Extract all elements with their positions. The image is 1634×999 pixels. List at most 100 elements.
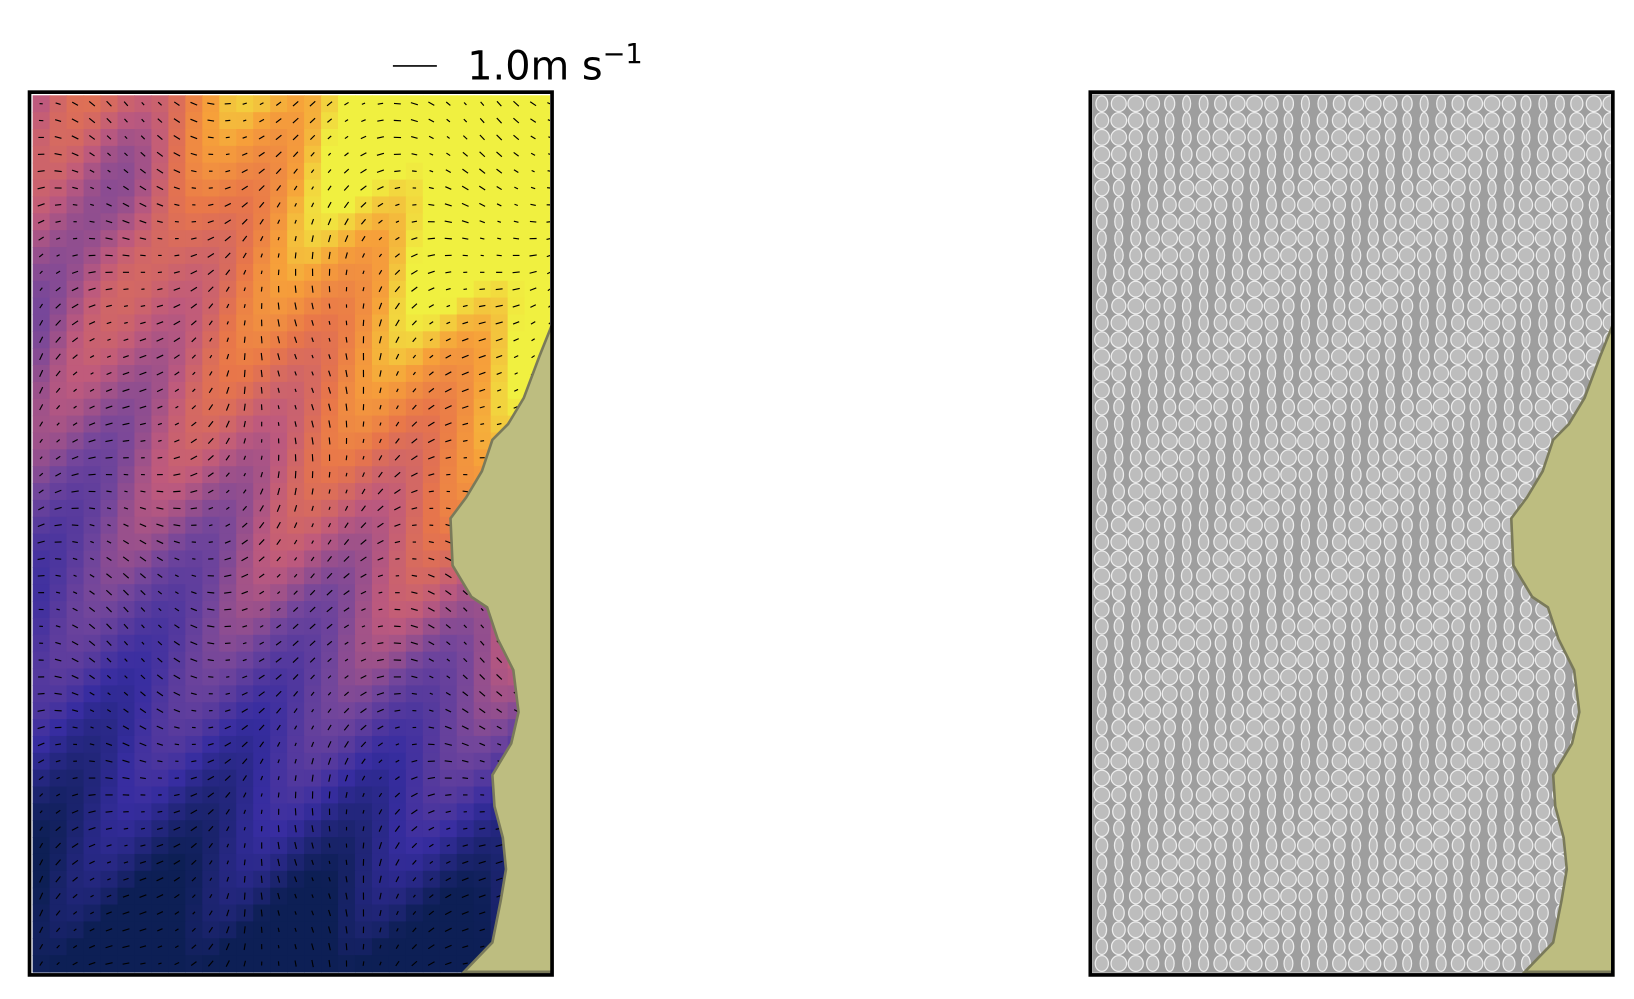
- uncertainty-ellipse: [1198, 887, 1209, 905]
- current-arrow: [225, 960, 230, 967]
- current-arrow: [293, 691, 299, 697]
- current-arrow: [362, 842, 365, 849]
- uncertainty-ellipse: [1215, 870, 1226, 888]
- uncertainty-ellipse: [1418, 128, 1430, 146]
- uncertainty-ellipse: [1350, 398, 1362, 416]
- current-arrow: [259, 641, 265, 645]
- uncertainty-ellipse: [1487, 634, 1497, 652]
- uncertainty-ellipse: [1145, 735, 1160, 753]
- uncertainty-ellipse: [1383, 432, 1398, 450]
- current-arrow: [208, 404, 214, 411]
- uncertainty-ellipse: [1348, 348, 1365, 366]
- current-arrow: [378, 302, 383, 310]
- current-arrow: [106, 894, 112, 898]
- current-arrow: [343, 707, 350, 714]
- current-arrow: [191, 894, 196, 899]
- current-arrow: [529, 254, 537, 257]
- uncertainty-ellipse: [1283, 314, 1294, 332]
- current-arrow: [394, 170, 401, 173]
- current-arrow: [71, 692, 79, 696]
- uncertainty-ellipse: [1519, 820, 1533, 838]
- uncertainty-ellipse: [1231, 381, 1245, 399]
- current-arrow: [122, 539, 129, 545]
- uncertainty-ellipse: [1144, 466, 1162, 484]
- current-arrow: [123, 185, 129, 191]
- uncertainty-ellipse: [1364, 499, 1382, 517]
- current-arrow: [310, 691, 315, 696]
- uncertainty-ellipse: [1246, 752, 1263, 770]
- current-arrow: [379, 875, 382, 883]
- current-arrow: [293, 708, 298, 714]
- uncertainty-ellipse: [1093, 769, 1111, 787]
- uncertainty-ellipse: [1605, 162, 1611, 180]
- uncertainty-ellipse: [1198, 685, 1209, 703]
- current-arrow: [463, 102, 467, 106]
- current-arrow: [327, 539, 332, 545]
- current-arrow: [463, 641, 467, 645]
- uncertainty-ellipse: [1317, 499, 1327, 517]
- current-arrow: [379, 909, 382, 917]
- uncertainty-ellipse: [1246, 955, 1263, 972]
- uncertainty-ellipse: [1110, 735, 1128, 753]
- current-arrow: [156, 860, 164, 865]
- uncertainty-ellipse: [1483, 297, 1501, 315]
- uncertainty-ellipse: [1450, 331, 1466, 349]
- uncertainty-ellipse: [1249, 600, 1260, 618]
- uncertainty-ellipse: [1501, 449, 1517, 467]
- current-arrow: [208, 910, 213, 916]
- uncertainty-ellipse: [1500, 482, 1518, 500]
- current-arrow: [514, 372, 518, 375]
- current-arrow: [428, 641, 435, 646]
- uncertainty-ellipse: [1364, 297, 1382, 315]
- current-arrow: [394, 471, 401, 478]
- current-arrow: [495, 844, 503, 848]
- uncertainty-ellipse: [1467, 297, 1483, 315]
- uncertainty-ellipse: [1093, 145, 1111, 163]
- uncertainty-ellipse: [1165, 348, 1175, 366]
- current-arrow: [88, 810, 96, 814]
- uncertainty-ellipse: [1382, 668, 1399, 686]
- uncertainty-ellipse: [1094, 112, 1110, 130]
- current-arrow: [258, 707, 265, 714]
- current-arrow: [260, 809, 263, 814]
- current-arrow: [173, 524, 181, 527]
- current-arrow: [513, 134, 520, 141]
- current-arrow: [411, 842, 418, 849]
- uncertainty-ellipse: [1314, 634, 1330, 652]
- current-arrow: [495, 860, 503, 865]
- current-arrow: [243, 472, 247, 477]
- uncertainty-ellipse: [1385, 567, 1396, 585]
- current-arrow: [546, 254, 550, 258]
- current-arrow: [343, 624, 350, 629]
- uncertainty-ellipse: [1283, 533, 1294, 551]
- current-arrow: [122, 911, 130, 915]
- uncertainty-ellipse: [1534, 634, 1552, 652]
- uncertainty-ellipse: [1435, 887, 1447, 905]
- uncertainty-ellipse: [1367, 651, 1379, 669]
- uncertainty-ellipse: [1249, 213, 1260, 231]
- current-arrow: [479, 742, 486, 747]
- current-arrow: [156, 691, 164, 697]
- uncertainty-ellipse: [1418, 921, 1430, 939]
- current-arrow: [294, 252, 297, 259]
- current-arrow: [344, 235, 349, 243]
- current-arrow: [156, 151, 164, 157]
- current-arrow: [37, 709, 45, 712]
- uncertainty-ellipse: [1347, 314, 1365, 332]
- current-arrow: [294, 758, 297, 764]
- current-arrow: [37, 523, 45, 528]
- current-arrow: [190, 658, 198, 662]
- current-arrow: [105, 827, 113, 830]
- uncertainty-ellipse: [1315, 348, 1330, 366]
- uncertainty-ellipse: [1470, 213, 1480, 231]
- current-arrow: [241, 741, 248, 748]
- uncertainty-ellipse: [1282, 938, 1295, 956]
- current-arrow: [123, 861, 129, 864]
- uncertainty-ellipse: [1195, 415, 1212, 433]
- uncertainty-ellipse: [1161, 651, 1179, 669]
- uncertainty-ellipse: [1419, 550, 1430, 568]
- uncertainty-ellipse: [1483, 955, 1501, 972]
- uncertainty-ellipse: [1334, 280, 1345, 298]
- uncertainty-ellipse: [1148, 364, 1158, 382]
- uncertainty-ellipse: [1111, 162, 1126, 180]
